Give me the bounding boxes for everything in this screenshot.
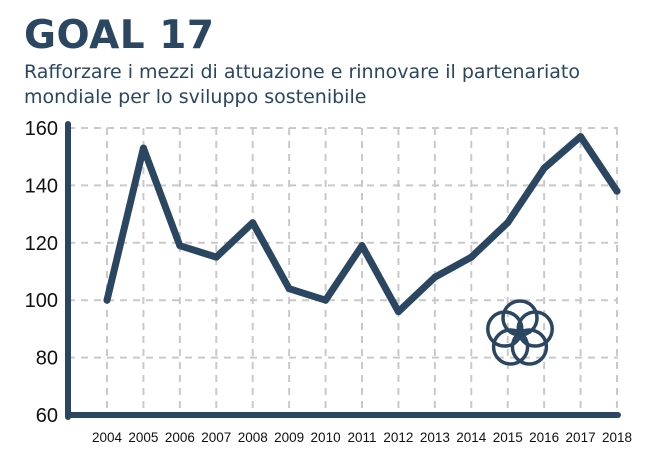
x-tick-label: 2009 [274,430,304,445]
x-tick-label: 2015 [493,430,523,445]
x-tick-label: 2007 [201,430,231,445]
x-tick-label: 2012 [383,430,413,445]
ring-shape [516,310,554,348]
data-point [577,133,585,141]
x-tick-labels: 2004 2005 2006 2007 2008 2009 2010 2011 2012 2013… [92,430,632,445]
data-point [176,242,184,250]
data-point [613,187,621,195]
page-subtitle: Rafforzare i mezzi di attuazione e rinno… [24,61,581,108]
x-tick-label: 2004 [92,430,123,445]
y-tick-labels: 60 80 100 120 140 160 [25,118,58,427]
page-title: GOAL 17 [24,13,215,58]
data-point [322,296,330,304]
data-point [249,219,257,227]
chart-axes [65,121,621,420]
y-tick-label: 80 [36,348,58,370]
data-point [103,296,111,304]
chart-grid [68,127,618,415]
sdg17-interlocking-rings-icon [486,299,554,366]
y-tick-label: 120 [25,233,58,255]
data-point [540,164,548,172]
y-tick-label: 60 [36,405,58,427]
y-tick-label: 140 [25,175,58,197]
data-point [394,308,402,316]
data-point [285,285,293,293]
data-point [139,144,147,152]
chart-series [103,133,621,316]
ring-shape [510,328,549,366]
data-point [504,219,512,227]
x-tick-label: 2008 [238,430,268,445]
ring-shape [491,328,530,366]
x-tick-label: 2016 [529,430,559,445]
x-tick-label: 2017 [566,430,596,445]
x-tick-label: 2005 [128,430,158,445]
y-tick-label: 100 [25,290,58,312]
x-tick-label: 2013 [420,430,450,445]
x-tick-label: 2014 [456,430,487,445]
x-tick-label: 2011 [347,430,376,445]
x-tick-label: 2006 [165,430,195,445]
data-point [467,253,475,261]
ring-shape [486,310,524,348]
data-point [431,273,439,281]
data-point [358,242,366,250]
y-tick-label: 160 [25,118,58,140]
data-point [212,253,220,261]
x-tick-label: 2018 [602,430,632,445]
x-tick-label: 2010 [311,430,341,445]
